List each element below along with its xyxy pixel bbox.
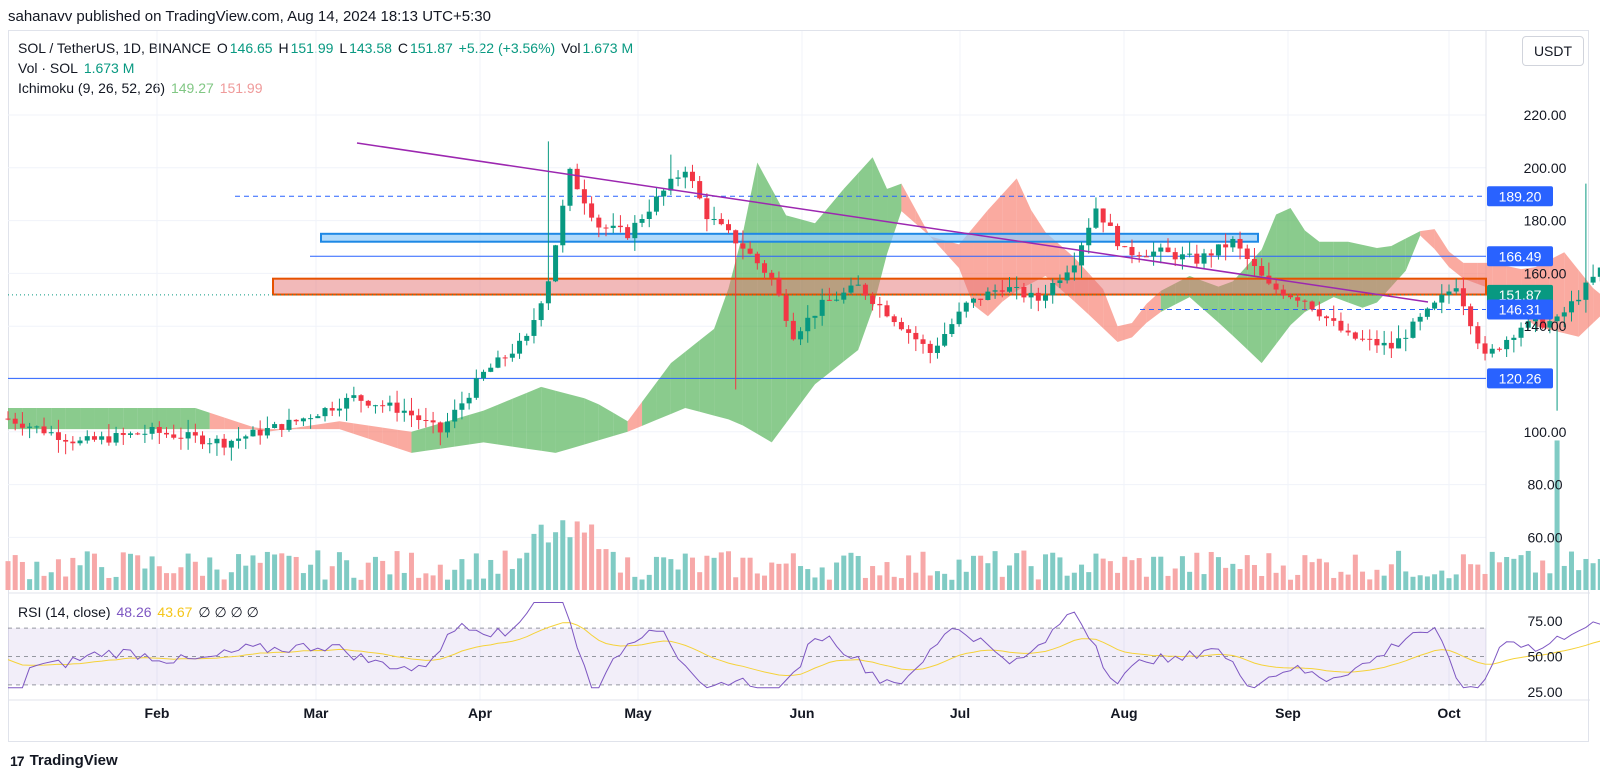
symbol-label[interactable]: SOL / TetherUS, 1D, BINANCE — [18, 40, 211, 56]
candle-body — [1590, 276, 1596, 283]
low-value: 143.58 — [349, 40, 392, 56]
high-value: 151.99 — [290, 40, 334, 56]
tradingview-logo-icon: 17 — [10, 752, 25, 769]
close-value: 151.87 — [409, 40, 453, 56]
cloud-segment — [1593, 288, 1600, 324]
ichimoku-legend[interactable]: Ichimoku (9, 26, 52, 26) 149.27 151.99 — [18, 80, 263, 96]
currency-button[interactable]: USDT — [1522, 36, 1584, 66]
change-value: +5.22 (+3.56%) — [458, 40, 556, 56]
volume-value: 1.673 M — [582, 40, 634, 56]
open-value: 146.65 — [229, 40, 273, 56]
symbol-legend: SOL / TetherUS, 1D, BINANCE O 146.65 H 151… — [18, 40, 634, 56]
rsi-legend[interactable]: RSI (14, close) 48.26 43.67 ∅ ∅ ∅ ∅ — [18, 604, 259, 620]
published-line: sahanavv published on TradingView.com, A… — [8, 8, 491, 25]
footer-brand[interactable]: 17 TradingView — [10, 752, 118, 769]
chart-frame — [8, 30, 1589, 742]
brand-name: TradingView — [29, 752, 118, 769]
volume-legend[interactable]: Vol · SOL 1.673 M — [18, 60, 135, 76]
volume-bar — [1590, 563, 1596, 590]
